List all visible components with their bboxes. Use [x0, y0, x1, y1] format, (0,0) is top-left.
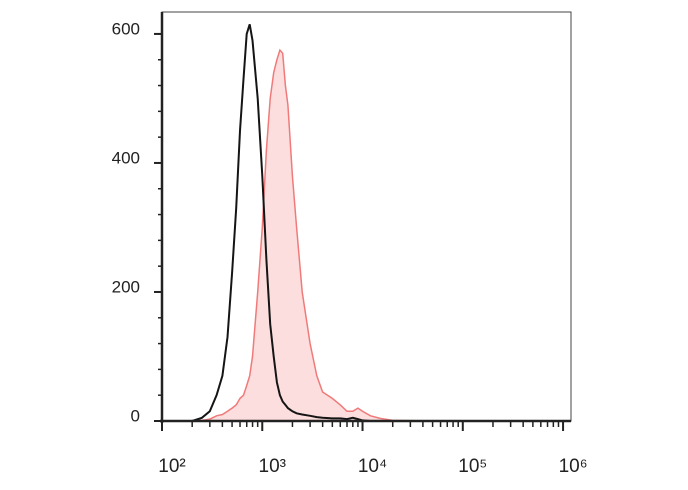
y-tick-label: 600 [112, 19, 140, 38]
x-tick-label: 10² [158, 456, 185, 477]
plot-frame [161, 11, 572, 422]
x-tick-label: 10⁵ [458, 456, 487, 477]
y-tick-label: 400 [112, 148, 140, 167]
x-tick-label: 10³ [259, 456, 286, 477]
histogram-line [162, 48, 571, 422]
histogram-area [162, 50, 571, 421]
y-tick-label: 200 [112, 277, 140, 296]
y-tick-label: 0 [131, 406, 140, 425]
x-tick-label: 10⁴ [358, 456, 387, 477]
x-tick-label: 10⁶ [559, 456, 588, 477]
histogram-line [162, 24, 571, 422]
